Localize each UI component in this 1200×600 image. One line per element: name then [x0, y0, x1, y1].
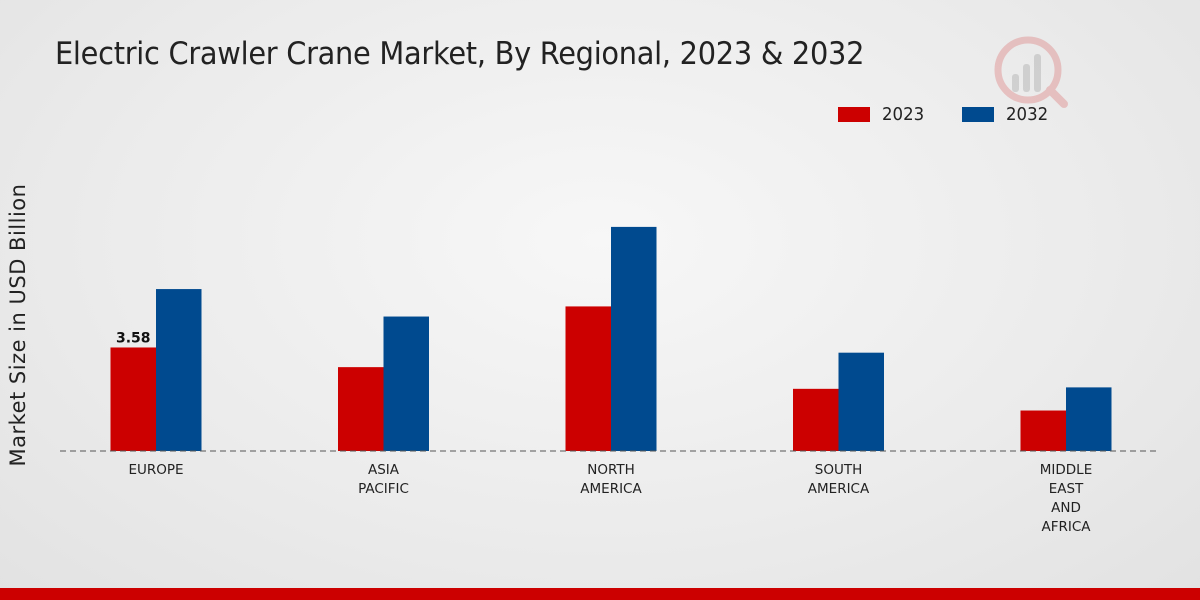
x-tick-label-line: SOUTH: [815, 462, 862, 478]
x-tick-label-line: AND: [1051, 500, 1081, 516]
x-tick-label-line: AMERICA: [580, 481, 642, 497]
bar-2032-middle-east-and-africa: [1066, 387, 1112, 451]
bar-2032-north-america: [611, 226, 657, 451]
bar-2032-europe: [156, 289, 202, 451]
x-tick-label-line: EUROPE: [128, 462, 183, 478]
bar-2023-asia-pacific: [338, 367, 384, 451]
bar-2032-asia-pacific: [383, 316, 429, 451]
x-tick-label: ASIA PACIFIC: [358, 462, 409, 497]
footer-accent-bar: [0, 588, 1200, 600]
legend: 2023 2032: [838, 104, 1052, 125]
x-tick-label: SOUTH AMERICA: [808, 462, 870, 497]
legend-swatch-2023: [838, 107, 870, 122]
legend-item-2023: 2023: [838, 104, 928, 125]
bar-2023-europe: [110, 347, 156, 451]
chart-title: Electric Crawler Crane Market, By Region…: [55, 36, 865, 72]
x-tick-label: EUROPE: [128, 462, 183, 478]
legend-item-2032: 2032: [961, 104, 1052, 125]
bar-2032-south-america: [838, 352, 884, 451]
x-tick-label-line: PACIFIC: [358, 481, 409, 497]
bar-2023-north-america: [565, 306, 611, 451]
legend-swatch-2032: [961, 107, 994, 122]
x-tick-label-line: EAST: [1049, 481, 1084, 497]
x-tick-label-line: MIDDLE: [1040, 462, 1092, 478]
x-tick-label-line: NORTH: [587, 462, 635, 478]
x-tick-label-line: AFRICA: [1041, 519, 1091, 535]
x-tick-label: MIDDLE EAST AND AFRICA: [1040, 462, 1092, 535]
legend-label-2032: 2032: [1005, 104, 1048, 125]
x-tick-label-line: AMERICA: [808, 481, 870, 497]
bar-2023-middle-east-and-africa: [1020, 410, 1066, 451]
legend-label-2023: 2023: [882, 104, 925, 125]
bar-2023-south-america: [793, 388, 839, 451]
x-tick-label: NORTH AMERICA: [580, 462, 642, 497]
x-tick-label-line: ASIA: [368, 462, 400, 478]
data-label: 3.58: [116, 330, 151, 346]
watermark-logo-icon: [994, 36, 1068, 108]
